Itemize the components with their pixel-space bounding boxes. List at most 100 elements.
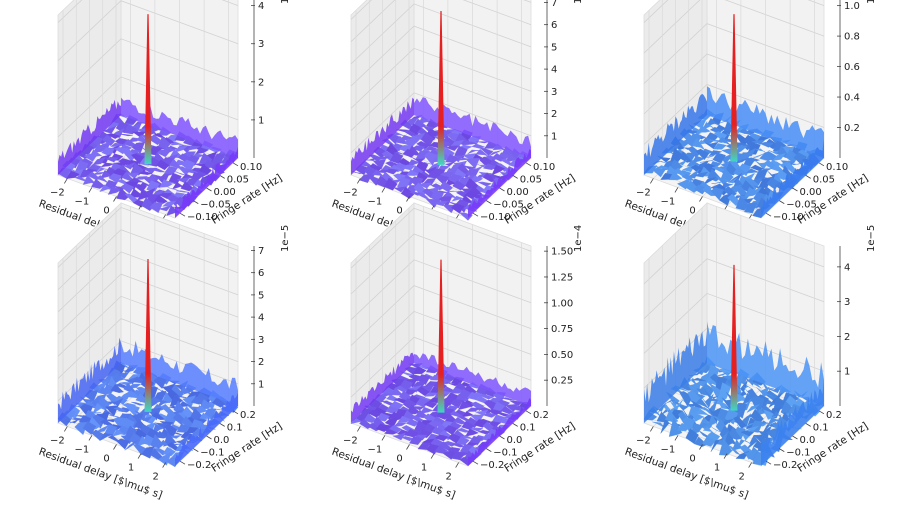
z-tick-label: 4 — [844, 262, 850, 273]
x-tick — [64, 426, 68, 432]
surface-patch — [458, 400, 472, 411]
surface-patch — [711, 180, 725, 184]
z-tick-label: 1 — [258, 115, 264, 126]
surface-patch — [469, 427, 484, 432]
y-tick — [792, 435, 798, 440]
surface-patch — [462, 153, 477, 161]
y-tick-label: 0.0 — [214, 435, 230, 446]
z-gridline — [643, 0, 825, 54]
surface-patch — [697, 125, 711, 133]
z-tick-label: 1.25 — [551, 272, 573, 283]
x-tick — [699, 444, 703, 450]
surface-patch — [400, 186, 415, 199]
surface-patch — [443, 425, 458, 436]
surface-ridge — [121, 340, 238, 406]
surface-patch — [155, 174, 169, 186]
z-gridline — [643, 23, 825, 84]
surface-patch — [149, 202, 164, 213]
surface-patch — [138, 170, 153, 175]
z-tick-label: 0.6 — [844, 62, 860, 73]
z-tick-label: 7 — [258, 246, 264, 257]
surface-patch — [176, 423, 191, 433]
y-tick — [206, 435, 212, 440]
surface-patch — [488, 150, 502, 157]
x-tick-label: −2 — [343, 187, 358, 198]
surface-patch — [439, 181, 453, 193]
y-tick-label: −0.1 — [200, 448, 224, 459]
x-tick — [113, 444, 117, 450]
x-tick — [137, 453, 142, 459]
x-tick — [748, 462, 752, 468]
surface-patch — [151, 412, 166, 420]
surface-patch — [176, 190, 190, 193]
surface-patch — [423, 166, 437, 177]
surface-ridge — [644, 330, 707, 423]
z-gridline — [643, 0, 825, 23]
z-tick-label: 1 — [258, 379, 264, 390]
surface-patch — [756, 386, 770, 398]
surface-patch — [685, 169, 700, 179]
x-tick-label: 0 — [103, 454, 109, 465]
z-gridline — [350, 310, 532, 372]
surface-patch — [450, 203, 465, 214]
surface-ridge — [58, 99, 121, 175]
z-tick-label: 4 — [258, 1, 264, 12]
surface-ridge — [175, 147, 238, 218]
surface-patch — [685, 428, 699, 444]
surface-patch — [211, 397, 226, 408]
surface-patch — [156, 159, 170, 171]
surface-patch — [133, 176, 149, 180]
surface-patch — [186, 145, 201, 151]
z-tick-label: 2 — [551, 109, 557, 120]
surface-patch — [714, 372, 728, 377]
x-tick — [88, 187, 93, 193]
x-tick — [381, 187, 386, 193]
surface-patch — [668, 416, 683, 437]
surface-patch — [461, 420, 475, 430]
surface-patch — [419, 406, 434, 414]
surface-patch — [156, 149, 171, 158]
surface-patch — [158, 192, 173, 200]
y-tick-label: −0.10 — [187, 212, 218, 223]
surface-ridge — [58, 337, 121, 423]
x-tick-label: 1 — [421, 463, 427, 474]
surface-patch — [670, 399, 684, 409]
z-tick-label: 0.4 — [844, 93, 860, 104]
surface-patch — [66, 418, 80, 424]
surface-patch — [434, 445, 448, 454]
z-tick-label: 3 — [258, 335, 264, 346]
z-tick-label: 0.75 — [551, 324, 573, 335]
subplot-5: 0.250.500.751.001.251.501e−4−2−1012Resid… — [330, 202, 584, 502]
surface-patch — [383, 428, 398, 435]
y-tick — [512, 423, 518, 427]
surface-patch — [700, 393, 714, 409]
surface-patch — [113, 407, 128, 412]
z-gridline — [350, 47, 532, 109]
surface-patch — [131, 401, 145, 406]
surface-patch — [159, 179, 173, 188]
z-tick-label: 0.2 — [844, 123, 860, 134]
surface-patch — [162, 200, 177, 207]
surface-patch — [746, 404, 760, 413]
surface-patch — [199, 399, 213, 410]
x-tick — [162, 462, 166, 468]
surface-patch — [694, 171, 709, 178]
z-gridline — [57, 229, 239, 290]
y-tick — [805, 175, 811, 179]
surface-patch — [500, 405, 515, 415]
surface-patch — [384, 168, 399, 175]
z-gridline — [350, 92, 532, 154]
surface-patch — [417, 442, 432, 450]
y-tick-label: −0.10 — [480, 212, 511, 223]
z-gridline — [643, 292, 825, 354]
z-tick-label: 0.25 — [551, 376, 573, 387]
surface-patch — [169, 394, 184, 407]
y-tick-label: 0.10 — [533, 162, 555, 173]
x-tick — [723, 453, 728, 459]
y-tick — [525, 162, 532, 167]
x-tick-label: −1 — [368, 196, 383, 207]
y-tick-label: 0.2 — [240, 410, 256, 421]
surface-patch — [727, 426, 742, 440]
y-tick — [179, 212, 186, 217]
